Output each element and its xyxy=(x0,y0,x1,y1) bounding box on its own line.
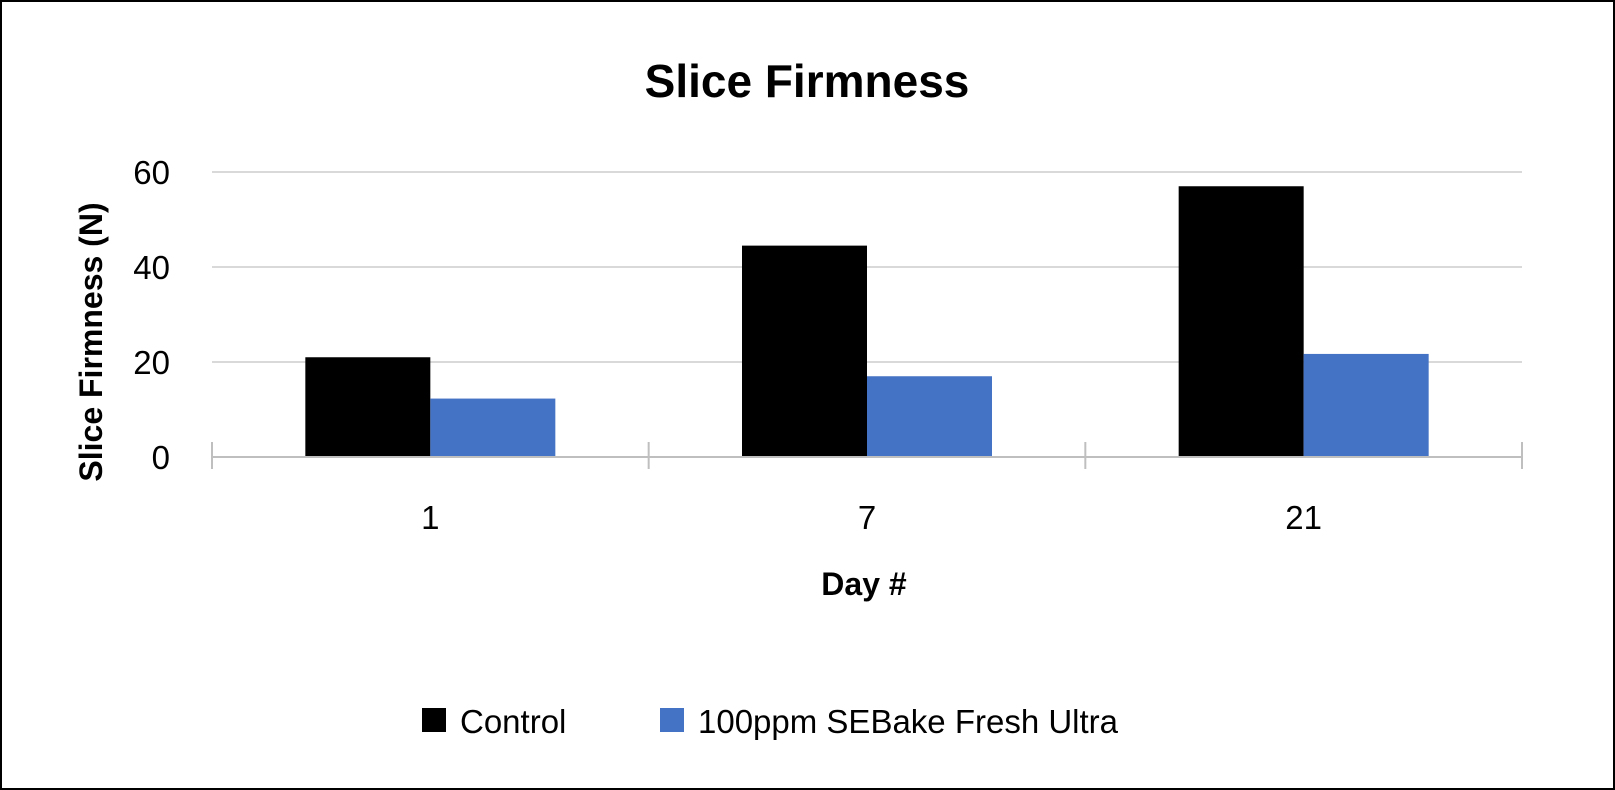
x-axis-title: Day # xyxy=(821,566,907,602)
y-axis-title: Slice Firmness (N) xyxy=(73,202,109,481)
legend: Control 100ppm SEBake Fresh Ultra xyxy=(422,703,1119,740)
y-tick-label: 40 xyxy=(133,249,170,286)
bar xyxy=(742,245,867,457)
x-axis xyxy=(211,442,1523,469)
x-tick-label: 7 xyxy=(858,499,876,536)
y-tick-label: 20 xyxy=(133,344,170,381)
y-tick-label: 0 xyxy=(152,439,170,476)
chart-title: Slice Firmness xyxy=(645,55,970,107)
y-tick-label: 60 xyxy=(133,154,170,191)
legend-label: Control xyxy=(460,703,566,740)
bar xyxy=(867,376,992,457)
legend-swatch xyxy=(422,708,446,732)
y-axis-ticks: 0 20 40 60 xyxy=(133,154,170,476)
bar xyxy=(1303,353,1429,457)
legend-label: 100ppm SEBake Fresh Ultra xyxy=(698,703,1119,740)
bar xyxy=(430,398,556,457)
bar xyxy=(1178,186,1304,457)
x-tick-label: 1 xyxy=(421,499,439,536)
x-tick-label: 21 xyxy=(1285,499,1322,536)
x-axis-ticks: 1 7 21 xyxy=(421,499,1322,536)
legend-swatch xyxy=(660,708,684,732)
bar xyxy=(305,357,431,457)
bars xyxy=(305,186,1429,457)
